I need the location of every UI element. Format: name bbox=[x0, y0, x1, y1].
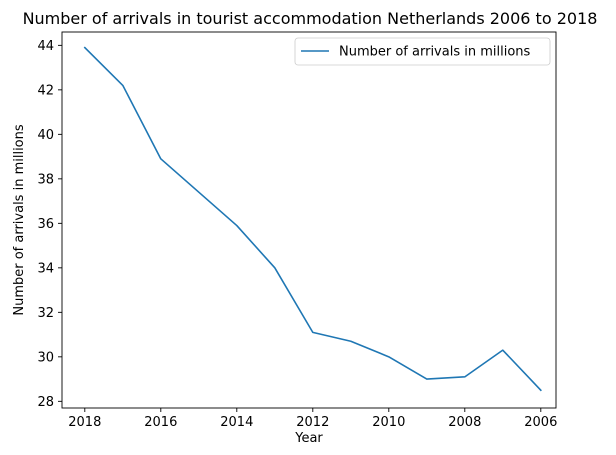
y-tick-label: 40 bbox=[37, 128, 54, 143]
x-tick-label: 2012 bbox=[296, 415, 329, 430]
y-tick-label: 38 bbox=[37, 172, 54, 187]
y-tick-label: 44 bbox=[37, 39, 54, 54]
x-tick-label: 2016 bbox=[144, 415, 177, 430]
legend: Number of arrivals in millions bbox=[295, 38, 550, 65]
y-axis-ticks: 28 30 32 34 36 38 40 42 44 bbox=[37, 39, 62, 410]
x-tick-label: 2018 bbox=[68, 415, 101, 430]
x-tick-label: 2010 bbox=[372, 415, 405, 430]
y-tick-label: 36 bbox=[37, 217, 54, 232]
y-axis-label: Number of arrivals in millions bbox=[12, 124, 27, 316]
y-tick-label: 30 bbox=[37, 350, 54, 365]
x-axis-label: Year bbox=[294, 431, 323, 446]
chart-title: Number of arrivals in tourist accommodat… bbox=[23, 9, 598, 28]
plot-area bbox=[62, 32, 556, 408]
x-tick-label: 2006 bbox=[524, 415, 557, 430]
y-tick-label: 32 bbox=[37, 306, 54, 321]
legend-label: Number of arrivals in millions bbox=[339, 45, 531, 60]
x-tick-label: 2008 bbox=[448, 415, 481, 430]
x-axis-ticks: 2018 2016 2014 2012 2010 2008 2006 bbox=[68, 408, 557, 430]
y-tick-label: 28 bbox=[37, 395, 54, 410]
y-tick-label: 42 bbox=[37, 83, 54, 98]
x-tick-label: 2014 bbox=[220, 415, 253, 430]
y-tick-label: 34 bbox=[37, 261, 54, 276]
